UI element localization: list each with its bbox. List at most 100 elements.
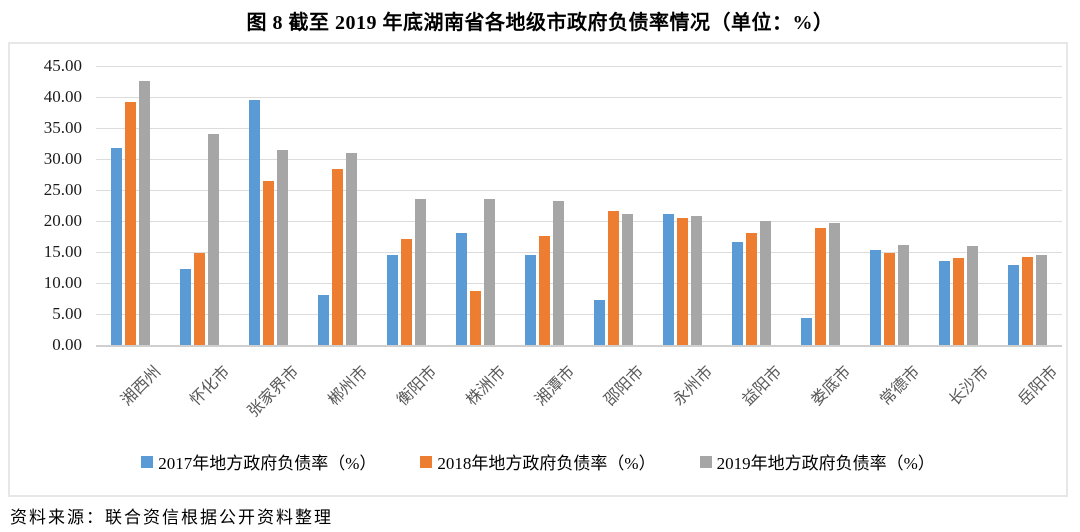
x-axis-label: 株洲市	[463, 363, 510, 410]
bar	[760, 221, 771, 345]
legend-marker-icon	[420, 455, 433, 468]
bar	[194, 253, 205, 345]
bar	[553, 200, 564, 345]
bar	[746, 233, 757, 345]
bar-group	[786, 66, 855, 345]
source-note: 资料来源：联合资信根据公开资料整理	[10, 508, 333, 527]
x-axis-label: 郴州市	[325, 363, 372, 410]
x-axis-cell: 益阳市	[717, 347, 786, 452]
legend-item: 2017年地方政府负债率（%）	[141, 449, 376, 474]
bar	[484, 198, 495, 345]
x-axis-cell: 怀化市	[165, 347, 234, 452]
gridline	[96, 252, 1062, 253]
x-axis-label: 岳阳市	[1015, 363, 1062, 410]
gridline	[96, 283, 1062, 284]
bar	[677, 217, 688, 345]
x-axis-cell: 湘潭市	[510, 347, 579, 452]
bar-group	[165, 66, 234, 345]
bar-group	[96, 66, 165, 345]
bar	[318, 294, 329, 345]
chart-title: 图 8 截至 2019 年底湖南省各地级市政府负债率情况（单位：%）	[246, 12, 834, 34]
bar	[939, 260, 950, 345]
y-axis-label: 40.00	[43, 87, 82, 106]
bar	[539, 235, 550, 345]
bar	[263, 181, 274, 345]
y-axis-label: 25.00	[43, 180, 82, 199]
gridline	[96, 221, 1062, 222]
bar	[829, 223, 840, 345]
x-axis-cell: 邵阳市	[579, 347, 648, 452]
bar	[691, 216, 702, 345]
x-axis-label: 湘西州	[118, 363, 165, 410]
bar-group	[372, 66, 441, 345]
bar	[125, 101, 136, 345]
bar	[208, 134, 219, 345]
bar-group	[510, 66, 579, 345]
bar	[622, 214, 633, 345]
x-axis-label: 常德市	[877, 363, 924, 410]
plot-area	[96, 66, 1062, 347]
bar	[346, 152, 357, 345]
gridline	[96, 159, 1062, 160]
bar	[594, 300, 605, 345]
bar	[456, 232, 467, 345]
y-axis-label: 10.00	[43, 273, 82, 292]
bar	[870, 249, 881, 345]
bar	[815, 227, 826, 345]
x-axis-cell: 永州市	[648, 347, 717, 452]
legend-marker-icon	[699, 455, 712, 468]
legend-label: 2017年地方政府负债率（%）	[158, 454, 377, 473]
bar-group	[303, 66, 372, 345]
bar	[415, 198, 426, 345]
gridline	[96, 314, 1062, 315]
bar	[525, 255, 536, 345]
bar-group	[993, 66, 1062, 345]
y-axis-label: 20.00	[43, 211, 82, 230]
x-axis-label: 衡阳市	[394, 363, 441, 410]
bar-group	[441, 66, 510, 345]
bar	[1022, 256, 1033, 345]
legend-label: 2018年地方政府负债率（%）	[437, 454, 656, 473]
bar-group	[924, 66, 993, 345]
legend-item: 2019年地方政府负债率（%）	[699, 449, 935, 474]
bar	[1008, 265, 1019, 345]
x-axis-cell: 湘西州	[96, 347, 165, 452]
y-axis-label: 5.00	[52, 304, 82, 323]
bar	[387, 255, 398, 345]
bar-groups	[96, 66, 1062, 345]
x-axis-label: 娄底市	[808, 363, 855, 410]
bar	[663, 213, 674, 345]
bar-group	[579, 66, 648, 345]
bar	[1036, 255, 1047, 345]
legend-label: 2019年地方政府负债率（%）	[716, 454, 935, 473]
x-axis-cell: 长沙市	[924, 347, 993, 452]
legend-item: 2018年地方政府负债率（%）	[420, 449, 656, 474]
x-axis-label: 张家界市	[245, 363, 303, 421]
bar	[332, 168, 343, 345]
bar	[401, 238, 412, 345]
gridline	[96, 66, 1062, 67]
chart-box: 45.00 40.00 35.00 30.00 25.00 20.00 15.00 10.00…	[8, 42, 1068, 497]
x-axis-label: 益阳市	[739, 363, 786, 410]
x-axis-label: 怀化市	[187, 363, 234, 410]
gridline	[96, 128, 1062, 129]
x-axis-label: 永州市	[670, 363, 717, 410]
y-axis: 45.00 40.00 35.00 30.00 25.00 20.00 15.00 10.00…	[10, 56, 82, 354]
bar	[953, 258, 964, 345]
y-axis-label: 0.00	[52, 335, 82, 354]
bar	[180, 268, 191, 345]
bar-group	[717, 66, 786, 345]
bar	[967, 246, 978, 345]
y-axis-label: 30.00	[43, 149, 82, 168]
x-axis-cell: 衡阳市	[372, 347, 441, 452]
y-axis-label: 15.00	[43, 242, 82, 261]
x-axis-cell: 张家界市	[234, 347, 303, 452]
x-axis-cell: 常德市	[855, 347, 924, 452]
bar	[608, 211, 619, 345]
bar	[801, 317, 812, 345]
x-axis-cell: 郴州市	[303, 347, 372, 452]
bar-group	[648, 66, 717, 345]
x-axis-label: 长沙市	[946, 363, 993, 410]
x-axis-cell: 娄底市	[786, 347, 855, 452]
x-axis-cell: 岳阳市	[993, 347, 1062, 452]
